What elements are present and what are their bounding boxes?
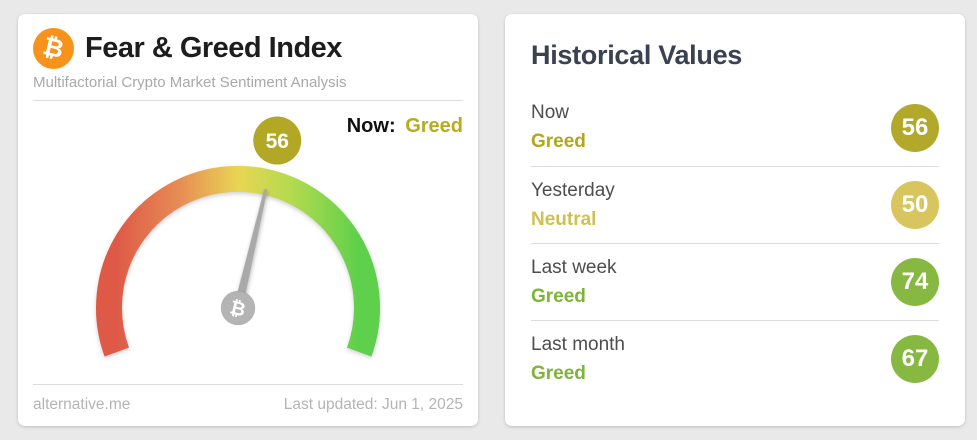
- fear-greed-card: ₿ Fear & Greed Index Multifactorial Cryp…: [18, 14, 478, 426]
- card-footer: alternative.me Last updated: Jun 1, 2025: [33, 384, 463, 414]
- row-label: Yesterday: [531, 179, 615, 201]
- history-row-now: Now Greed 56: [531, 89, 939, 166]
- value-badge: 56: [891, 103, 939, 152]
- bitcoin-icon: ₿: [33, 28, 74, 69]
- now-sentiment-value: Greed: [405, 115, 463, 137]
- row-label: Now: [531, 102, 570, 123]
- page: ₿ Fear & Greed Index Multifactorial Cryp…: [18, 14, 965, 426]
- row-label: Last month: [531, 333, 625, 355]
- gauge-hub: [220, 290, 256, 326]
- historical-card: Historical Values Now Greed 56 Yesterday…: [505, 14, 965, 426]
- value-badge: 74: [891, 258, 939, 306]
- historical-rows: Now Greed 56 Yesterday Neutral 50 Last w…: [531, 89, 939, 397]
- bitcoin-glyph: ₿: [40, 31, 67, 65]
- gauge-needle: [232, 188, 268, 312]
- current-sentiment: Now: Greed: [347, 115, 463, 138]
- gauge: ₿ 56: [96, 116, 380, 357]
- history-row-last-week: Last week Greed 74: [531, 243, 939, 320]
- divider: [33, 100, 463, 101]
- history-row-yesterday: Yesterday Neutral 50: [531, 166, 939, 243]
- row-sentiment: Greed: [531, 362, 586, 384]
- last-updated: Last updated: Jun 1, 2025: [283, 396, 463, 413]
- historical-title: Historical Values: [531, 40, 743, 70]
- card-subtitle: Multifactorial Crypto Market Sentiment A…: [33, 74, 347, 91]
- gauge-value-badge: 56: [253, 116, 302, 165]
- row-sentiment: Neutral: [531, 208, 597, 230]
- card-header: ₿ Fear & Greed Index: [33, 28, 463, 69]
- value-badge: 50: [891, 181, 939, 229]
- now-label: Now:: [346, 115, 396, 137]
- gauge-value: 56: [266, 130, 289, 153]
- row-label: Last week: [531, 256, 617, 278]
- row-sentiment: Greed: [531, 131, 586, 152]
- gauge-hub-bitcoin-glyph: ₿: [228, 296, 248, 321]
- gauge-section: Now: Greed ₿: [33, 101, 463, 384]
- history-row-last-month: Last month Greed 67: [531, 320, 939, 397]
- gauge-arc: [96, 166, 380, 357]
- row-sentiment: Greed: [531, 285, 586, 307]
- value-badge: 67: [891, 335, 939, 383]
- page-title: Fear & Greed Index: [85, 32, 342, 64]
- source-link[interactable]: alternative.me: [33, 396, 131, 413]
